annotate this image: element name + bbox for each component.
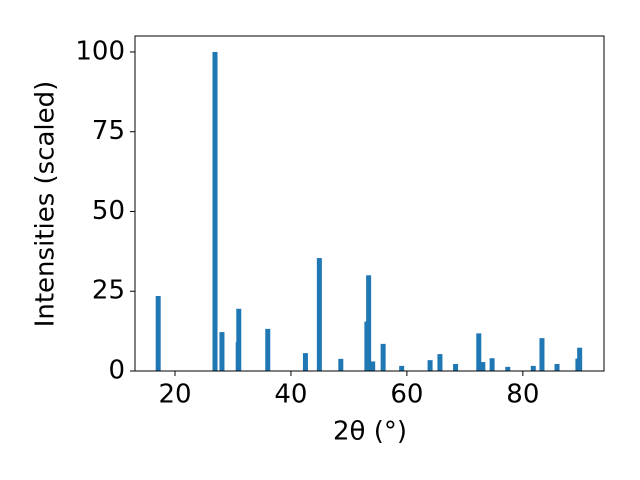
bar (577, 347, 583, 371)
bar (554, 363, 560, 371)
bar (338, 358, 344, 371)
bar (489, 358, 495, 371)
bar (370, 361, 376, 371)
bar (316, 258, 322, 371)
bar (437, 354, 443, 371)
y-tick-label: 25 (92, 276, 125, 306)
y-tick-label: 50 (92, 196, 125, 226)
bar (265, 328, 271, 371)
bar (366, 275, 372, 371)
bar (399, 365, 405, 371)
x-tick-label: 20 (158, 380, 191, 410)
y-axis-label: Intensities (scaled) (31, 81, 61, 328)
bar (302, 353, 308, 371)
bar (480, 362, 486, 371)
bar (219, 332, 225, 371)
x-tick-label: 80 (506, 380, 539, 410)
bar (380, 343, 386, 371)
bar (530, 365, 536, 371)
bar (212, 51, 218, 371)
x-axis-label: 2θ (°) (333, 417, 407, 447)
bar (505, 366, 511, 371)
y-tick-label: 100 (75, 36, 125, 66)
plot-frame (134, 35, 605, 372)
bar (453, 363, 459, 371)
bar (476, 333, 482, 371)
y-tick-label: 75 (92, 116, 125, 146)
x-tick-label: 60 (390, 380, 423, 410)
bar (427, 360, 433, 371)
bar (539, 338, 545, 371)
bar (155, 296, 161, 371)
bar (236, 308, 242, 371)
x-tick-label: 40 (274, 380, 307, 410)
y-tick-label: 0 (108, 356, 125, 386)
